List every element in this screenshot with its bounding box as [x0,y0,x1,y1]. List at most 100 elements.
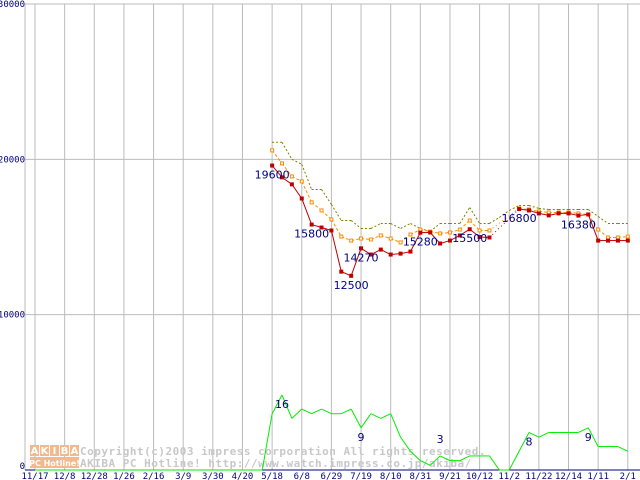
min-point [606,238,611,243]
shops-segment [341,408,352,415]
average-point [319,208,324,213]
min-point [378,247,383,252]
average-point [477,228,482,233]
shops-segment [271,394,283,414]
min-point [309,222,314,227]
max-segment [281,141,293,160]
min-point [447,238,452,243]
shops-segment [281,394,293,419]
x-tick-label: 2/16 [143,472,165,480]
average-segment [587,214,599,230]
max-segment [459,207,471,224]
site-url-text: AKIBA PC Hotline! http://www.watch.impre… [80,457,472,470]
shops-segment [489,455,500,471]
average-point [457,227,462,232]
x-tick-label: 9/21 [439,472,461,480]
min-point [625,238,630,243]
average-point [418,227,423,232]
max-segment [597,216,609,224]
x-tick-label: 4/20 [232,472,254,480]
min-point [418,230,423,235]
min-point [280,175,284,180]
shops-segment [350,408,362,429]
akiba-logo: A K I B APC Hotline! [29,445,80,468]
logo-letter-box [50,445,59,456]
shops-segment [410,450,421,461]
shops-segment [261,413,273,471]
shops-segment [459,455,470,462]
logo-sub-box [30,457,79,468]
average-point [615,235,620,240]
min-point [329,228,334,233]
data-label: 3 [437,433,444,446]
max-segment [538,207,549,211]
min-point [368,252,373,257]
shops-segment [390,413,402,438]
min-point [359,246,364,251]
max-segment [301,164,313,190]
average-point [329,217,334,222]
average-segment [301,181,313,203]
min-point [467,227,472,232]
average-point [596,227,601,232]
min-point [428,230,433,235]
logo-letter-box [70,445,79,456]
min-point [596,238,601,243]
min-point [556,211,561,216]
x-tick-label: 8/31 [409,472,431,480]
average-point [606,235,611,240]
max-segment [469,207,481,224]
copyright-text: Copyright(c)2003 impress corporation All… [80,445,486,458]
data-label: 14270 [344,251,379,264]
max-segment [400,223,411,229]
min-segment [291,184,303,199]
max-segment [489,217,500,224]
logo-letter: B [61,446,69,457]
min-point [566,211,571,216]
min-point [438,241,443,246]
shops-segment [528,432,540,438]
average-point [349,238,354,243]
min-point [487,235,492,240]
shops-segment [291,408,303,419]
min-point [299,196,304,201]
shops-segment [508,451,520,471]
average-point [408,232,413,237]
max-segment [330,204,342,221]
logo-letter: K [41,446,50,457]
y-tick-label: 30000 [0,0,25,10]
min-point [408,249,413,254]
min-point [289,182,294,187]
max-segment [321,189,332,205]
x-tick-label: 12/28 [81,472,108,480]
min-segment [350,248,362,277]
min-point [477,235,482,239]
logo-letter-box [40,445,49,456]
max-segment [509,205,520,211]
min-point [586,212,591,217]
logo-letter-box [60,445,69,456]
average-point [289,174,294,179]
average-segment [330,219,342,237]
data-label: 16 [275,398,289,411]
min-segment [301,198,313,225]
min-point [576,213,581,218]
x-tick-label: 11/22 [525,472,552,480]
min-segment [409,232,421,252]
x-tick-label: 11/17 [21,472,48,480]
shops-segment [420,460,431,466]
shops-segment [380,413,391,419]
shops-segment [321,408,332,415]
min-segment [330,230,342,272]
x-tick-label: 6/8 [294,472,310,480]
x-tick-label: 3/9 [175,472,191,480]
shops-segment [578,427,589,433]
x-tick-label: 12/14 [555,472,582,480]
x-tick-label: 12/8 [54,472,76,480]
average-point [625,234,630,239]
min-point [270,163,275,168]
shops-segment [538,432,549,438]
shops-segment [429,455,441,466]
shops-segment [370,413,382,419]
